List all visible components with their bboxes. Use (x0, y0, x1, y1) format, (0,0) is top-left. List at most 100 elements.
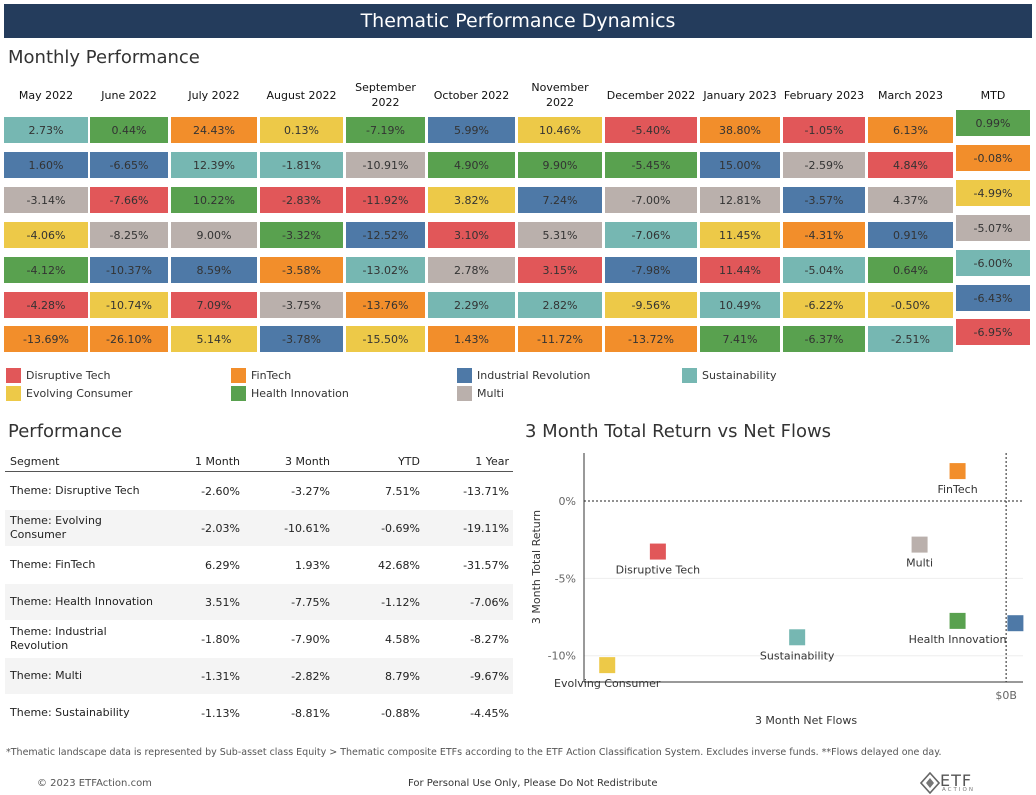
data-point (649, 543, 666, 560)
month-cell: 2.82% (518, 292, 602, 318)
month-cell: -4.99% (956, 180, 1030, 206)
performance-header-cell: YTD (398, 455, 420, 468)
month-cell: -13.72% (605, 326, 697, 352)
logo-subtext: ACTION (942, 787, 975, 793)
segment-name: Theme: Industrial Revolution (10, 625, 107, 652)
usage-notice: For Personal Use Only, Please Do Not Red… (408, 778, 658, 789)
y-axis-label: 3 Month Total Return (530, 510, 543, 624)
month-cell: 9.00% (171, 222, 257, 248)
data-point-label: Sustainability (760, 649, 835, 662)
legend-label: Sustainability (702, 369, 777, 382)
performance-value: -8.27% (470, 632, 509, 646)
month-cell: 7.24% (518, 187, 602, 213)
month-cell: -4.12% (4, 257, 88, 283)
month-cell: -3.78% (260, 326, 343, 352)
performance-value: -7.75% (291, 595, 330, 609)
month-cell: -7.19% (346, 117, 425, 143)
legend-label: Multi (477, 387, 504, 400)
segment-name: Theme: Multi (10, 669, 83, 682)
month-cell: 5.99% (428, 117, 515, 143)
data-point-label: Evolving Consumer (554, 677, 661, 690)
performance-value: 3.51% (205, 595, 240, 609)
performance-value: 42.68% (378, 558, 420, 572)
month-cell: -6.37% (783, 326, 865, 352)
data-point-label: Disruptive Tech (616, 564, 701, 577)
legend-swatch (231, 386, 246, 401)
month-cell: 3.10% (428, 222, 515, 248)
performance-header-cell: 1 Year (475, 455, 509, 468)
data-point-label: Multi (906, 557, 933, 570)
legend-label: Industrial Revolution (477, 369, 591, 382)
month-cell: -12.52% (346, 222, 425, 248)
month-header: January 2023 (703, 88, 777, 102)
month-cell: -13.76% (346, 292, 425, 318)
segment-name: Theme: Evolving Consumer (10, 514, 102, 541)
legend-item: Multi (457, 386, 504, 401)
copyright: © 2023 ETFAction.com (37, 778, 152, 789)
performance-value: -4.45% (470, 706, 509, 720)
performance-header-cell: 3 Month (285, 455, 330, 468)
table-row: Theme: Evolving Consumer -2.03% -10.61% -0.… (5, 510, 513, 546)
month-cell: -1.81% (260, 152, 343, 178)
data-point (789, 629, 806, 646)
month-cell: 5.31% (518, 222, 602, 248)
performance-value: -7.06% (470, 595, 509, 609)
legend-item: Health Innovation (231, 386, 349, 401)
segment-name: Theme: FinTech (10, 558, 96, 571)
performance-value: -31.57% (463, 558, 509, 572)
month-cell: -3.75% (260, 292, 343, 318)
performance-value: 7.51% (385, 484, 420, 498)
month-cell: -2.59% (783, 152, 865, 178)
month-cell: -6.95% (956, 319, 1030, 345)
month-cell: 38.80% (700, 117, 780, 143)
month-cell: -26.10% (90, 326, 168, 352)
legend-label: Health Innovation (251, 387, 349, 400)
month-cell: 10.49% (700, 292, 780, 318)
month-cell: -9.56% (605, 292, 697, 318)
month-cell: -10.37% (90, 257, 168, 283)
month-cell: -4.31% (783, 222, 865, 248)
month-cell: 6.13% (868, 117, 953, 143)
table-row: Theme: FinTech 6.29% 1.93% 42.68% -31.57% (5, 547, 513, 583)
performance-value: 8.79% (385, 669, 420, 683)
performance-header-cell: Segment (10, 455, 60, 468)
performance-value: -0.88% (381, 706, 420, 720)
month-cell: 0.99% (956, 110, 1030, 136)
legend-item: Sustainability (682, 368, 776, 383)
performance-section-title: Performance (8, 421, 123, 442)
month-cell: -3.32% (260, 222, 343, 248)
performance-value: -0.69% (381, 521, 420, 535)
month-header: MTD (980, 88, 1006, 102)
month-cell: 8.59% (171, 257, 257, 283)
performance-value: -1.13% (201, 706, 240, 720)
legend-item: Evolving Consumer (6, 386, 132, 401)
performance-value: -1.31% (201, 669, 240, 683)
x-axis-label: 3 Month Net Flows (755, 714, 857, 727)
month-cell: 11.45% (700, 222, 780, 248)
performance-value: -13.71% (463, 484, 509, 498)
month-cell: 1.60% (4, 152, 88, 178)
month-cell: 9.90% (518, 152, 602, 178)
legend-swatch (231, 368, 246, 383)
performance-value: -3.27% (291, 484, 330, 498)
month-cell: -7.66% (90, 187, 168, 213)
performance-value: 4.58% (385, 632, 420, 646)
month-header: August 2022 (266, 88, 337, 102)
month-cell: -5.04% (783, 257, 865, 283)
data-point (599, 657, 616, 674)
performance-value: -9.67% (470, 669, 509, 683)
page-banner: Thematic Performance Dynamics (4, 4, 1032, 38)
month-header: March 2023 (877, 88, 944, 102)
month-cell: -2.51% (868, 326, 953, 352)
month-cell: 11.44% (700, 257, 780, 283)
month-cell: 4.84% (868, 152, 953, 178)
data-point-label: FinTech (937, 483, 977, 496)
performance-value: -2.82% (291, 669, 330, 683)
month-cell: 12.39% (171, 152, 257, 178)
month-cell: -5.07% (956, 215, 1030, 241)
legend-item: FinTech (231, 368, 291, 383)
month-cell: -3.58% (260, 257, 343, 283)
month-cell: 2.78% (428, 257, 515, 283)
month-cell: 5.14% (171, 326, 257, 352)
y-tick-label: -10% (548, 650, 576, 663)
